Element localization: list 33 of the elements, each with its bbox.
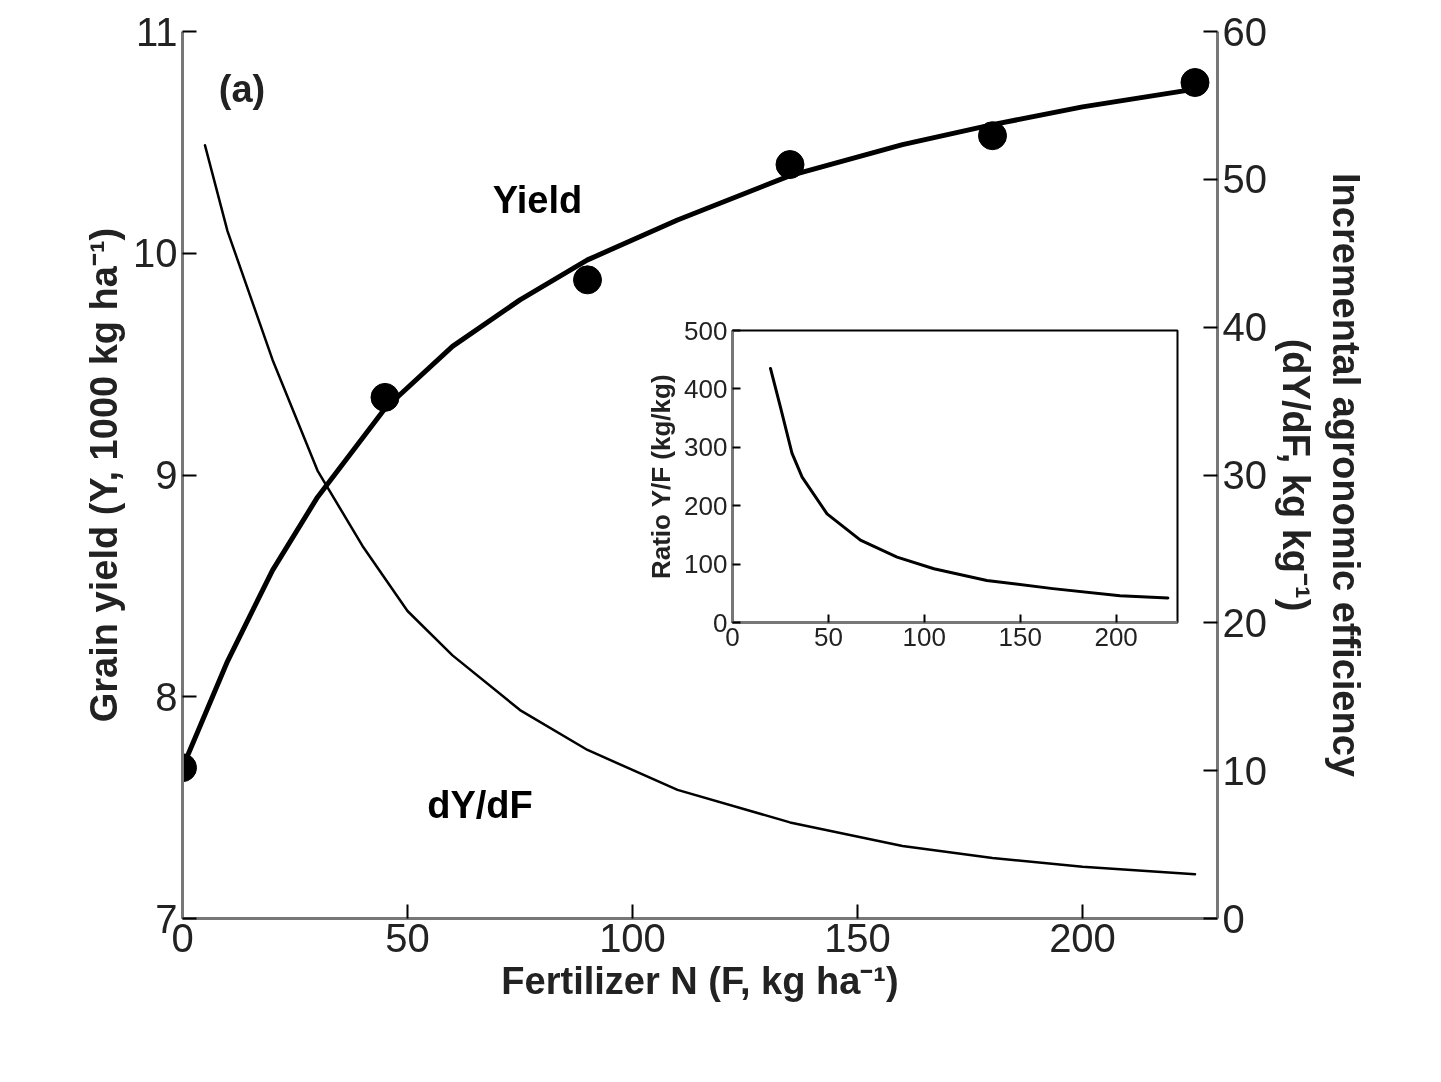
y-tick-label: 8 bbox=[155, 674, 178, 719]
y2-tick-label: 10 bbox=[1222, 748, 1267, 793]
y-tick-label: 11 bbox=[135, 9, 178, 54]
y2-tick-label: 60 bbox=[1222, 9, 1267, 54]
y2-tick-label: 30 bbox=[1222, 453, 1267, 497]
x-tick-label: 50 bbox=[813, 621, 843, 652]
y-tick-label: 200 bbox=[684, 490, 728, 521]
point bbox=[1180, 68, 1210, 97]
y-tick-label: 300 bbox=[684, 432, 728, 463]
y-tick-label: 500 bbox=[684, 315, 728, 346]
x-tick-label: 200 bbox=[1094, 621, 1138, 652]
y-axis-title: Ratio Y/F (kg/kg) bbox=[646, 374, 677, 580]
y2-axis-title: Incremental agronomic efficiency (dY/dF, kg kg⁻¹) bbox=[1274, 173, 1368, 777]
y-tick-label: 10 bbox=[133, 231, 178, 276]
series-label: Yield bbox=[492, 178, 583, 221]
x-tick-label: 200 bbox=[1049, 915, 1116, 960]
point bbox=[573, 265, 602, 295]
x-tick-label: 150 bbox=[824, 915, 891, 960]
y-tick-label: 100 bbox=[684, 549, 728, 580]
x-tick-label: 150 bbox=[998, 621, 1042, 652]
annotation: (a) bbox=[218, 68, 266, 111]
x-tick-label: 100 bbox=[599, 915, 666, 960]
x-tick-label: 50 bbox=[385, 915, 430, 960]
series-label: dY/dF bbox=[427, 784, 533, 827]
line-series bbox=[768, 366, 1170, 600]
y-tick-label: 9 bbox=[155, 453, 178, 497]
y-tick-label: 400 bbox=[684, 373, 728, 404]
y2-tick-label: 40 bbox=[1222, 305, 1267, 350]
y-axis-title: Grain yield (Y, 1000 kg ha⁻¹) bbox=[83, 227, 126, 723]
y2-tick-label: 20 bbox=[1222, 600, 1267, 645]
x-axis-title: Fertilizer N (F, kg ha⁻¹) bbox=[501, 959, 899, 1002]
y2-tick-label: 50 bbox=[1222, 157, 1267, 202]
x-tick-label: 100 bbox=[902, 621, 947, 652]
